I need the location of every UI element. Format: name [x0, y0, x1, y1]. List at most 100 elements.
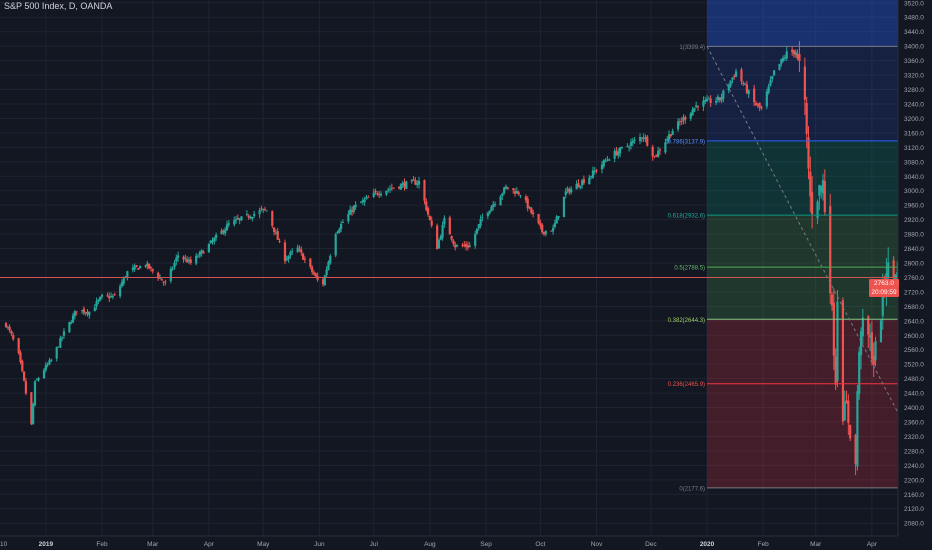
candle-body [200, 250, 203, 254]
candle-body [682, 117, 685, 121]
candle-body [486, 213, 489, 217]
candle-body [50, 359, 53, 361]
candle-body [276, 231, 279, 240]
candle-body [146, 263, 149, 267]
time-tick-label: Jun [314, 541, 325, 548]
candle-body [693, 107, 696, 112]
candle-body [198, 251, 201, 256]
price-tick-label: 2280.0 [904, 448, 924, 455]
candle-body [397, 186, 401, 189]
candle-body [414, 180, 417, 185]
candle-body [671, 130, 674, 136]
candle-body [530, 207, 533, 213]
candle-body [443, 218, 446, 225]
candle-body [461, 245, 464, 247]
candle-body [126, 271, 129, 278]
candle-body [59, 338, 62, 348]
candle-body [182, 256, 185, 260]
fib-zone [707, 319, 900, 384]
candle-body [680, 121, 683, 123]
candle-body [539, 222, 542, 226]
candle-body [704, 100, 707, 102]
price-tick-label: 2560.0 [904, 347, 924, 354]
candle-body [80, 310, 84, 311]
candle-body [553, 223, 556, 227]
candle-body [896, 272, 899, 278]
candle-body [24, 381, 28, 394]
candle-body [678, 121, 681, 123]
candle-body [148, 263, 151, 269]
fib-level-label: 0.236(2465.9) [668, 382, 705, 388]
candle-body [61, 336, 64, 338]
candle-body [729, 80, 732, 87]
time-tick-label: Jul [370, 541, 379, 548]
candle-body [273, 227, 276, 232]
candle-body [428, 215, 431, 220]
candle-body [251, 216, 254, 219]
candle-body [271, 211, 274, 226]
chart-title: S&P 500 Index, D, OANDA [4, 1, 113, 11]
candle-body [600, 164, 604, 170]
candle-body [113, 294, 116, 296]
candle-body [392, 187, 395, 189]
time-tick-label: Feb [96, 541, 108, 548]
candle-body [401, 183, 404, 185]
candle-body [249, 217, 252, 219]
candle-body [448, 217, 451, 235]
candle-body [32, 404, 35, 425]
candle-body [870, 332, 873, 360]
candle-body [283, 242, 287, 262]
candle-body [209, 240, 212, 244]
candle-body [646, 136, 649, 146]
candle-body [638, 137, 642, 141]
candle-body [785, 51, 788, 59]
candle-body [760, 106, 763, 109]
candle-body [365, 197, 368, 199]
fib-zone [707, 215, 900, 268]
candle-body [834, 356, 837, 385]
candle-body [340, 223, 343, 229]
candle-body [691, 109, 694, 116]
candle-body [149, 266, 153, 268]
time-tick-label: 2019 [39, 541, 54, 548]
candle-body [388, 188, 392, 190]
candle-body [426, 208, 430, 215]
candle-body [602, 160, 605, 167]
candle-body [222, 230, 225, 233]
candle-body [832, 302, 835, 356]
candle-body [515, 190, 518, 194]
candle-body [84, 312, 87, 314]
candle-body [8, 326, 11, 331]
candle-body [176, 255, 180, 258]
candle-body [385, 190, 388, 195]
candle-body [119, 286, 122, 297]
candle-body [733, 76, 736, 77]
candle-body [811, 191, 814, 215]
candle-body [504, 186, 508, 189]
candle-body [184, 258, 187, 260]
candle-body [861, 317, 864, 337]
candle-body [590, 176, 593, 177]
candle-body [372, 192, 375, 197]
candle-body [289, 252, 292, 256]
candle-body [892, 260, 895, 278]
price-tick-label: 3520.0 [904, 0, 924, 7]
candle-body [591, 170, 595, 178]
price-tick-label: 3280.0 [904, 87, 924, 94]
time-tick-label: Sep [480, 541, 492, 548]
candle-body [570, 188, 573, 193]
candle-body [367, 197, 370, 198]
price-tick-label: 2200.0 [904, 477, 924, 484]
candle-body [626, 146, 629, 147]
time-tick-label: Nov [591, 541, 603, 548]
candle-body [17, 338, 20, 354]
candle-body [265, 210, 268, 212]
candle-body [195, 255, 198, 264]
candle-body [352, 206, 355, 212]
candle-body [336, 231, 339, 234]
price-tick-label: 3480.0 [904, 15, 924, 22]
candle-body [131, 267, 134, 270]
candle-body [859, 331, 863, 356]
candle-body [171, 268, 174, 270]
